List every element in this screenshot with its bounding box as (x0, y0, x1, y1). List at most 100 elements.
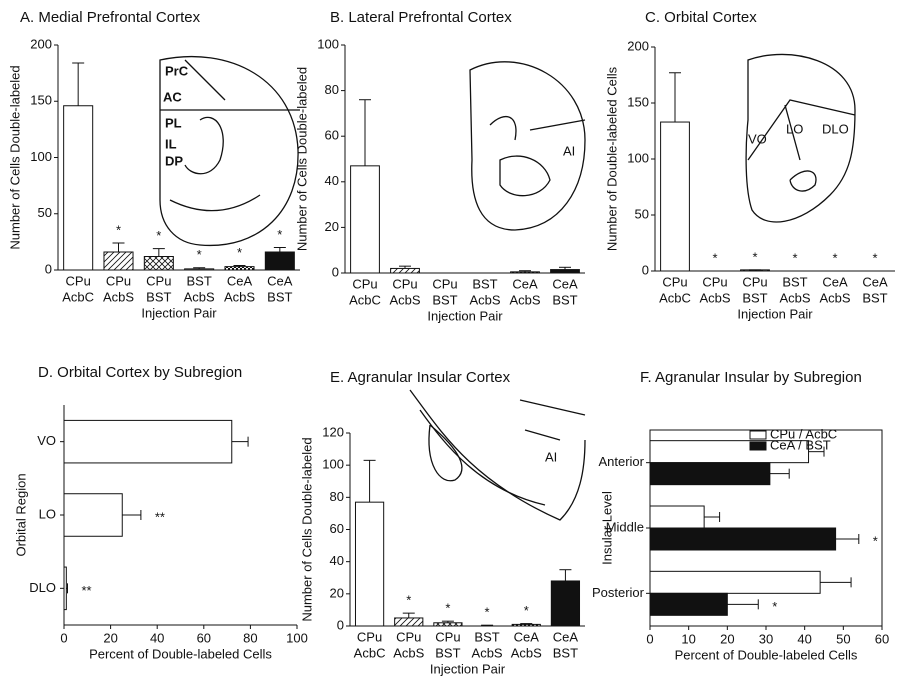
bar (143, 256, 174, 271)
brain-diagram (184, 116, 224, 175)
x-tick-label: BST (432, 292, 457, 307)
diagram-label: PL (165, 115, 182, 130)
significance-star: ** (81, 583, 91, 598)
x-tick-label: CPu (66, 273, 91, 288)
significance-star: * (237, 245, 242, 260)
y-tick-label: 0 (337, 617, 344, 632)
x-tick-label: BST (474, 629, 499, 644)
y-axis-label: Orbital Region (13, 473, 28, 556)
y-tick-label: 20 (330, 585, 344, 600)
bar (649, 462, 771, 486)
diagram-label: IL (165, 136, 177, 151)
x-tick-label: CPu (106, 273, 131, 288)
brain-diagram (409, 389, 586, 521)
diagram-label: PrC (165, 63, 189, 78)
bar (550, 580, 581, 627)
y-tick-label: 150 (30, 93, 52, 108)
x-tick-label: BST (552, 292, 577, 307)
significance-star: * (752, 249, 757, 264)
bar (264, 251, 295, 271)
y-tick-label: 80 (325, 82, 339, 97)
x-tick-label: AcbS (819, 290, 850, 305)
y-tick-label: 100 (627, 150, 649, 165)
significance-star: * (873, 533, 878, 548)
x-tick-label: 10 (681, 631, 695, 646)
bar (511, 623, 541, 627)
x-tick-label: CeA (512, 276, 538, 291)
x-tick-label: CPu (392, 276, 417, 291)
significance-star: * (872, 250, 877, 265)
y-tick-label: 40 (325, 173, 339, 188)
chart-title: C. Orbital Cortex (645, 9, 757, 26)
x-tick-label: CPu (702, 274, 727, 289)
bar (63, 493, 123, 537)
x-tick-label: BST (435, 645, 460, 660)
significance-star: * (832, 250, 837, 265)
x-tick-label: CPu (146, 273, 171, 288)
brain-diagram (169, 194, 261, 212)
bar (660, 121, 690, 272)
x-tick-label: AcbS (511, 645, 542, 660)
diagram-label: VO (748, 131, 767, 146)
significance-star: * (406, 593, 411, 608)
x-tick-label: CPu (357, 629, 382, 644)
x-tick-label: BST (187, 273, 212, 288)
significance-star: * (116, 222, 121, 237)
bar (649, 527, 837, 551)
brain-diagram (784, 104, 801, 161)
x-tick-label: AcbC (349, 292, 381, 307)
diagram-label: AI (545, 449, 557, 464)
diagram-label: DLO (822, 121, 849, 136)
bar (394, 617, 424, 627)
x-tick-label: CPu (435, 629, 460, 644)
y-axis-label: Number of Cells Double-labeled (299, 437, 314, 621)
x-tick-label: CeA (267, 273, 293, 288)
significance-star: ** (155, 509, 165, 524)
x-tick-label: AcbS (224, 289, 255, 304)
diagram-label: DP (165, 153, 183, 168)
legend-swatch (749, 441, 767, 451)
x-tick-label: 0 (646, 631, 653, 646)
x-tick-label: BST (553, 645, 578, 660)
bar (649, 592, 728, 616)
y-tick-label: 80 (330, 489, 344, 504)
x-axis-label: Injection Pair (430, 661, 506, 676)
bar (390, 267, 420, 274)
x-tick-label: BST (782, 274, 807, 289)
chart-title: B. Lateral Prefrontal Cortex (330, 9, 512, 26)
bar (649, 505, 705, 529)
x-tick-label: 100 (286, 630, 308, 645)
x-axis-label: Percent of Double-labeled Cells (89, 646, 272, 661)
bar (224, 266, 255, 271)
brain-diagram (745, 53, 856, 223)
y-tick-label: 100 (317, 36, 339, 51)
x-tick-label: CPu (662, 274, 687, 289)
y-tick-label: 50 (635, 206, 649, 221)
x-tick-label: CeA (514, 629, 540, 644)
chart-title: D. Orbital Cortex by Subregion (38, 364, 242, 381)
x-tick-label: 30 (759, 631, 773, 646)
brain-diagram (789, 170, 817, 192)
x-tick-label: BST (862, 290, 887, 305)
bar (63, 105, 94, 271)
y-tick-label: Middle (606, 519, 644, 534)
bar (433, 622, 463, 627)
x-tick-label: AcbS (509, 292, 540, 307)
x-tick-label: 60 (197, 630, 211, 645)
x-tick-label: AcbS (472, 645, 503, 660)
y-tick-label: 0 (642, 262, 649, 277)
x-tick-label: BST (267, 289, 292, 304)
chart-title: E. Agranular Insular Cortex (330, 369, 511, 386)
bar (103, 251, 134, 271)
brain-diagram (529, 119, 586, 131)
significance-star: * (197, 247, 202, 262)
x-tick-label: CeA (822, 274, 848, 289)
x-tick-label: AcbC (62, 289, 94, 304)
brain-diagram (489, 115, 517, 141)
significance-star: * (792, 250, 797, 265)
significance-star: * (712, 250, 717, 265)
x-tick-label: 20 (103, 630, 117, 645)
y-tick-label: VO (37, 433, 56, 448)
y-tick-label: 20 (325, 219, 339, 234)
